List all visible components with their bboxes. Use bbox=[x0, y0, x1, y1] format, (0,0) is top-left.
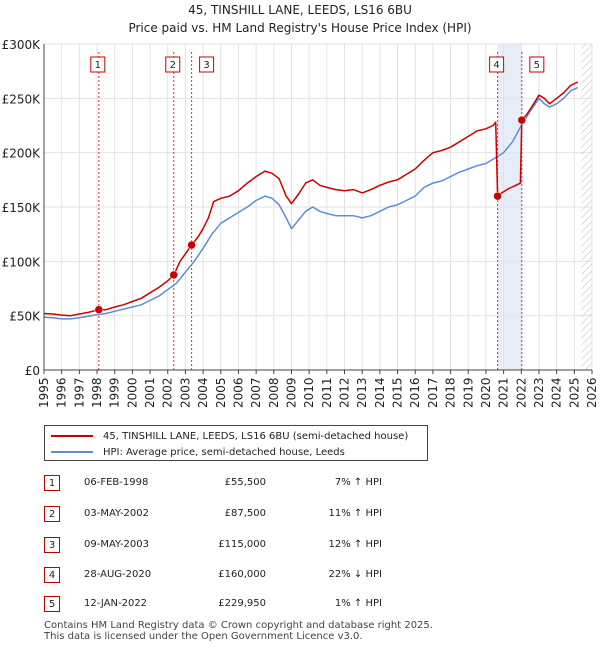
sale-label-number: 2 bbox=[170, 60, 176, 71]
sale-label-number: 1 bbox=[95, 60, 101, 71]
x-tick-label: 2000 bbox=[125, 377, 139, 408]
price-paid-series-line bbox=[43, 81, 579, 317]
x-tick-label: 2021 bbox=[497, 377, 511, 408]
transaction-number: 4 bbox=[44, 567, 60, 583]
chart-subtitle: Price paid vs. HM Land Registry's House … bbox=[128, 21, 472, 35]
legend-item-hpi: HPI: Average price, semi-detached house,… bbox=[51, 444, 345, 460]
x-tick-label: 1996 bbox=[55, 377, 69, 408]
transaction-date: 28-AUG-2020 bbox=[84, 569, 152, 580]
y-tick-label: £0 bbox=[25, 364, 40, 378]
transaction-hpi-diff: 11% ↑ HPI bbox=[328, 508, 382, 519]
x-tick-label: 2005 bbox=[214, 377, 228, 408]
legend-item-price-paid: 45, TINSHILL LANE, LEEDS, LS16 6BU (semi… bbox=[51, 428, 408, 444]
transaction-price: £229,950 bbox=[218, 598, 266, 609]
price-chart: 1 2 3 4 5 £0 £50K £100K £150K £200K £250K £300K 199… bbox=[2, 38, 599, 408]
sale-label-box: 4 bbox=[489, 56, 505, 73]
transaction-price: £115,000 bbox=[218, 539, 266, 550]
transaction-hpi-diff: 1% ↑ HPI bbox=[334, 598, 382, 609]
highlight-band bbox=[497, 44, 522, 370]
sale-label-box: 5 bbox=[529, 56, 545, 73]
legend-label-price-paid: 45, TINSHILL LANE, LEEDS, LS16 6BU (semi… bbox=[103, 430, 409, 442]
sale-point bbox=[493, 191, 502, 201]
transaction-price: £87,500 bbox=[224, 508, 266, 519]
sale-point bbox=[187, 240, 196, 250]
transaction-hpi-diff: 22% ↓ HPI bbox=[328, 569, 382, 580]
y-tick-label: £300K bbox=[2, 38, 42, 52]
x-tick-label: 1998 bbox=[90, 377, 104, 408]
hpi-series-line bbox=[43, 86, 579, 320]
sale-label-box-frame bbox=[90, 56, 106, 73]
sale-label-box: 3 bbox=[199, 56, 215, 73]
sale-label-box-frame bbox=[529, 56, 545, 73]
x-tick-label: 2001 bbox=[143, 377, 157, 408]
sale-point bbox=[94, 305, 104, 314]
x-tick-label: 2011 bbox=[320, 377, 334, 408]
sale-label-number: 3 bbox=[203, 60, 209, 71]
legend-swatch-hpi bbox=[51, 451, 93, 453]
x-tick-label: 2015 bbox=[391, 377, 405, 408]
x-tick-label: 2019 bbox=[461, 377, 475, 408]
x-tick-label: 2026 bbox=[585, 377, 599, 408]
y-tick-label: £200K bbox=[2, 147, 42, 161]
transaction-date: 03-MAY-2002 bbox=[84, 508, 150, 519]
future-hatch bbox=[581, 44, 592, 370]
x-tick-label: 2017 bbox=[426, 377, 440, 408]
x-tick-label: 2025 bbox=[567, 377, 581, 408]
y-tick-label: £50K bbox=[9, 310, 41, 324]
transaction-date: 09-MAY-2003 bbox=[84, 539, 150, 550]
x-tick-label: 2008 bbox=[267, 377, 281, 408]
x-tick-label: 1995 bbox=[37, 377, 51, 408]
x-tick-label: 2012 bbox=[338, 377, 352, 408]
sale-point bbox=[517, 115, 527, 125]
x-tick-label: 1999 bbox=[108, 377, 122, 408]
x-tick-label: 2013 bbox=[355, 377, 369, 408]
x-tick-label: 2014 bbox=[373, 377, 387, 408]
sale-label-box-frame bbox=[199, 56, 215, 73]
transaction-date: 12-JAN-2022 bbox=[84, 598, 148, 609]
legend-label-hpi: HPI: Average price, semi-detached house,… bbox=[103, 446, 345, 458]
footer-licence: This data is licensed under the Open Gov… bbox=[44, 631, 363, 642]
y-tick-label: £100K bbox=[2, 255, 42, 269]
transaction-number: 1 bbox=[44, 475, 60, 491]
chart-legend: 45, TINSHILL LANE, LEEDS, LS16 6BU (semi… bbox=[44, 425, 428, 461]
x-tick-label: 2018 bbox=[444, 377, 458, 408]
transaction-number: 3 bbox=[44, 537, 60, 553]
transaction-number: 5 bbox=[44, 596, 60, 612]
transaction-number: 2 bbox=[44, 506, 60, 522]
transaction-hpi-diff: 7% ↑ HPI bbox=[334, 477, 382, 488]
sale-label-box-frame bbox=[489, 56, 505, 73]
sale-label-box: 1 bbox=[90, 56, 106, 73]
y-tick-label: £250K bbox=[2, 92, 42, 106]
transaction-price: £55,500 bbox=[224, 477, 266, 488]
transaction-price: £160,000 bbox=[218, 569, 266, 580]
x-tick-label: 1997 bbox=[72, 377, 86, 408]
x-tick-label: 2022 bbox=[514, 377, 528, 408]
sale-label-number: 5 bbox=[534, 60, 540, 71]
sale-label-box: 2 bbox=[165, 56, 181, 73]
x-tick-label: 2003 bbox=[178, 377, 192, 408]
x-tick-label: 2023 bbox=[532, 377, 546, 408]
transaction-date: 06-FEB-1998 bbox=[84, 477, 149, 488]
x-tick-label: 2010 bbox=[302, 377, 316, 408]
legend-swatch-price-paid bbox=[51, 435, 93, 437]
x-tick-label: 2020 bbox=[479, 377, 493, 408]
x-tick-label: 2016 bbox=[408, 377, 422, 408]
y-tick-label: £150K bbox=[2, 201, 42, 215]
x-tick-label: 2009 bbox=[284, 377, 298, 408]
x-tick-label: 2002 bbox=[161, 377, 175, 408]
footer-copyright: Contains HM Land Registry data © Crown c… bbox=[44, 620, 433, 631]
sale-label-number: 4 bbox=[493, 60, 499, 71]
footer: Contains HM Land Registry data © Crown c… bbox=[44, 620, 433, 642]
x-tick-label: 2004 bbox=[196, 377, 210, 408]
sale-point bbox=[169, 270, 179, 280]
transaction-hpi-diff: 12% ↑ HPI bbox=[328, 539, 382, 550]
x-tick-label: 2006 bbox=[231, 377, 245, 408]
x-tick-label: 2007 bbox=[249, 377, 263, 408]
x-tick-label: 2024 bbox=[550, 377, 564, 408]
sale-label-box-frame bbox=[165, 56, 181, 73]
chart-title: 45, TINSHILL LANE, LEEDS, LS16 6BU bbox=[188, 3, 412, 17]
